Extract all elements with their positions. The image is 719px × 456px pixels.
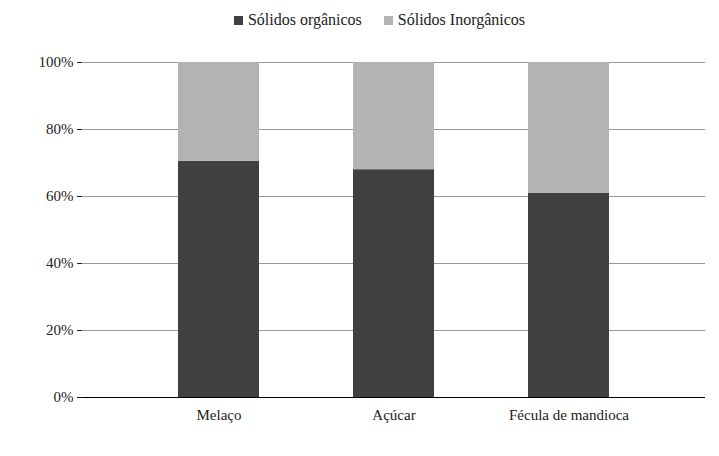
svg-text:Melaço: Melaço xyxy=(197,407,242,423)
svg-text:80%: 80% xyxy=(46,121,74,137)
svg-text:100%: 100% xyxy=(39,54,74,70)
svg-text:20%: 20% xyxy=(46,322,74,338)
svg-text:60%: 60% xyxy=(46,188,74,204)
svg-text:Fécula de mandioca: Fécula de mandioca xyxy=(509,407,629,423)
html-text:Sólidos Inorgânicos: Sólidos Inorgânicos xyxy=(397,11,526,28)
svg-text:0%: 0% xyxy=(54,389,74,405)
html-text:Sólidos orgânicos: Sólidos orgânicos xyxy=(247,11,362,28)
svg-text:40%: 40% xyxy=(46,255,74,271)
svg-text:Açúcar: Açúcar xyxy=(372,407,415,423)
